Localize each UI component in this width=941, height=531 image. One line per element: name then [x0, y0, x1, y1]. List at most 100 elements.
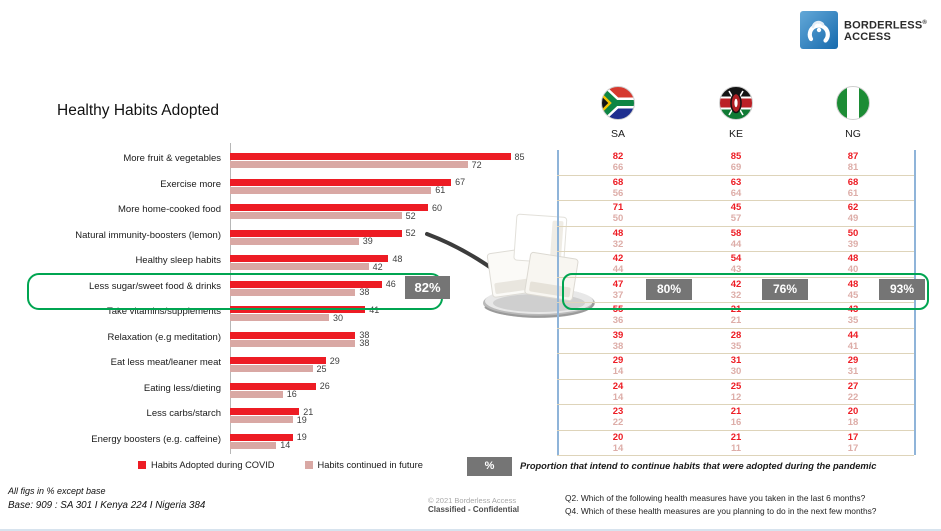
table-value-future: 38	[612, 340, 624, 352]
table-value-covid: 63	[730, 176, 742, 188]
row-separator	[557, 174, 914, 176]
table-value-covid: 24	[612, 380, 624, 392]
row-separator	[557, 455, 914, 456]
category-label: Eat less meat/leaner meat	[110, 357, 221, 368]
row-separator	[557, 251, 914, 252]
table-value-covid: 21	[730, 406, 742, 417]
footer-base-note: All figs in % except base Base: 909 : SA…	[8, 486, 205, 511]
category-label: Exercise more	[160, 178, 221, 190]
table-value-future: 32	[730, 289, 742, 301]
table-value-future: 57	[730, 213, 742, 224]
registered-mark: ®	[922, 19, 927, 26]
table-value-covid: 48	[847, 278, 859, 290]
table-value-future: 44	[612, 264, 624, 275]
continue-intent-badge: 80%	[646, 279, 692, 300]
bar-future	[230, 212, 402, 219]
table-value-covid: 45	[730, 202, 742, 213]
bar-value-future: 16	[286, 389, 297, 399]
category-label: Less sugar/sweet food & drinks	[88, 280, 221, 292]
bar-future	[230, 161, 468, 168]
table-value-future: 12	[730, 391, 742, 403]
country-column-ng: NG	[823, 86, 883, 140]
bar-value-covid: 26	[319, 381, 330, 391]
legend-label-future: Habits continued in future	[317, 460, 423, 470]
bar-future	[230, 186, 432, 194]
table-value-future: 14	[612, 391, 624, 403]
base-note: Base: 909 : SA 301 I Kenya 224 I Nigeria…	[8, 500, 206, 511]
category-label: Healthy sleep habits	[135, 255, 221, 266]
category-label: Eating less/dieting	[143, 382, 221, 394]
bar-value-covid: 48	[392, 253, 403, 264]
table-value-future: 35	[847, 315, 859, 326]
bar-value-covid: 85	[514, 151, 525, 162]
table-value-future: 35	[730, 340, 742, 352]
table-value-covid: 71	[612, 202, 624, 213]
country-code-ng: NG	[845, 128, 861, 140]
table-value-future: 39	[847, 238, 859, 250]
table-value-future: 50	[612, 213, 624, 224]
table-value-future: 14	[612, 442, 624, 454]
row-separator	[557, 378, 914, 380]
bar-covid	[230, 280, 382, 288]
bar-covid	[230, 153, 511, 160]
table-value-covid: 25	[730, 380, 742, 392]
bar-value-future: 52	[405, 210, 416, 221]
table-value-future: 16	[730, 417, 742, 428]
table-value-future: 43	[730, 264, 742, 275]
table-value-covid: 27	[847, 380, 859, 392]
bar-covid	[230, 178, 452, 186]
bar-future	[230, 314, 329, 321]
bar-value-future: 38	[359, 287, 370, 297]
table-value-future: 22	[612, 417, 624, 428]
bar-value-covid: 60	[432, 202, 443, 213]
bar-value-future: 61	[435, 185, 446, 195]
table-value-covid: 20	[847, 406, 859, 417]
row-separator	[557, 404, 914, 405]
table-value-future: 56	[612, 187, 624, 199]
bar-value-future: 39	[362, 236, 373, 246]
table-value-covid: 87	[847, 151, 859, 162]
bar-future	[230, 416, 293, 423]
row-separator	[557, 327, 914, 329]
row-separator	[557, 302, 914, 303]
chart-highlight-box	[27, 273, 443, 310]
bar-value-covid: 52	[405, 228, 416, 238]
table-value-covid: 50	[847, 227, 859, 239]
question-q4: Q4. Which of these health measures are y…	[565, 506, 877, 516]
category-label: Natural immunity-boosters (lemon)	[75, 229, 221, 241]
table-value-covid: 48	[847, 253, 859, 264]
category-label: More home-cooked food	[118, 204, 221, 215]
table-value-future: 66	[612, 162, 624, 173]
table-value-covid: 48	[612, 227, 624, 239]
bar-value-future: 14	[280, 440, 291, 450]
bar-value-covid: 21	[303, 406, 314, 417]
table-value-future: 44	[730, 238, 742, 250]
table-value-future: 81	[847, 162, 859, 173]
bar-value-future: 42	[372, 261, 383, 272]
bar-covid	[230, 382, 316, 390]
table-highlight-box	[562, 273, 929, 310]
bar-covid	[230, 255, 389, 262]
table-value-future: 36	[612, 315, 624, 326]
category-label: Relaxation (e.g meditation)	[107, 331, 221, 343]
borderless-access-logo-icon	[799, 11, 838, 49]
bar-covid	[230, 331, 356, 339]
country-code-ke: KE	[728, 128, 743, 140]
page-title: Healthy Habits Adopted	[57, 102, 219, 119]
footer-questions: Q2. Which of the following health measur…	[565, 492, 876, 518]
table-value-future: 22	[847, 391, 859, 403]
legend-item-future: Habits continued in future	[304, 460, 423, 470]
bar-value-covid: 38	[359, 330, 370, 340]
bar-value-future: 72	[471, 159, 482, 170]
country-column-ke: KE	[706, 86, 766, 140]
table-value-covid: 28	[730, 329, 742, 341]
table-value-covid: 29	[612, 355, 624, 366]
continue-intent-badge: 93%	[879, 279, 925, 300]
percent-note: Proportion that intend to continue habit…	[520, 461, 877, 471]
bar-future	[230, 339, 356, 347]
table-value-covid: 21	[730, 431, 742, 443]
legend-swatch-future	[304, 461, 313, 469]
table-value-future: 69	[730, 162, 742, 173]
logo-line1: BORDERLESS	[843, 19, 923, 32]
